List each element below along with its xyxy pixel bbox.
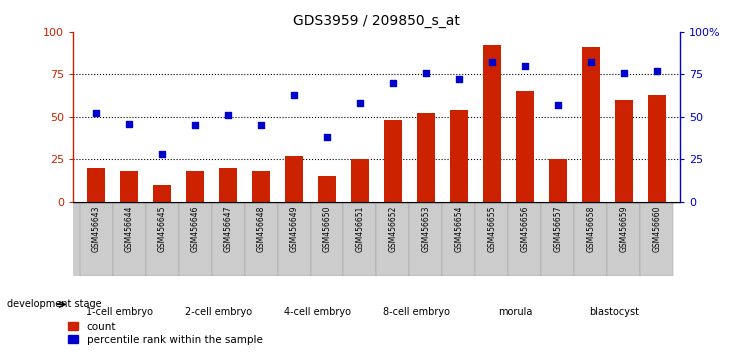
- Text: 8-cell embryo: 8-cell embryo: [382, 307, 450, 316]
- Text: GSM456645: GSM456645: [158, 205, 167, 252]
- Text: morula: morula: [498, 307, 532, 316]
- Bar: [442, 202, 475, 276]
- Bar: [475, 202, 508, 276]
- Text: blastocyst: blastocyst: [589, 307, 639, 316]
- Text: 2-cell embryo: 2-cell embryo: [185, 307, 251, 316]
- Bar: [145, 202, 178, 276]
- Bar: [245, 202, 278, 276]
- Point: [552, 102, 564, 108]
- Bar: [508, 202, 542, 276]
- Text: GSM456644: GSM456644: [125, 205, 134, 252]
- Text: GSM456650: GSM456650: [322, 205, 331, 252]
- Bar: [318, 176, 336, 202]
- Bar: [409, 202, 442, 276]
- Text: GSM456653: GSM456653: [422, 205, 431, 252]
- Text: GSM456651: GSM456651: [355, 205, 365, 252]
- Text: GSM456658: GSM456658: [586, 205, 595, 252]
- Bar: [384, 120, 402, 202]
- Bar: [211, 202, 245, 276]
- Bar: [376, 202, 409, 276]
- Text: 4-cell embryo: 4-cell embryo: [284, 307, 351, 316]
- Point: [651, 68, 662, 74]
- Bar: [640, 202, 673, 276]
- Bar: [549, 159, 567, 202]
- Point: [519, 63, 531, 69]
- Point: [420, 70, 432, 75]
- Point: [486, 59, 498, 65]
- Bar: [278, 202, 311, 276]
- Point: [222, 112, 234, 118]
- Bar: [285, 156, 303, 202]
- Text: GSM456648: GSM456648: [257, 205, 265, 252]
- Text: GSM456660: GSM456660: [652, 205, 662, 252]
- Text: GSM456659: GSM456659: [619, 205, 628, 252]
- Bar: [344, 202, 376, 276]
- Bar: [113, 202, 145, 276]
- Point: [189, 122, 201, 128]
- Point: [321, 135, 333, 140]
- Bar: [615, 100, 633, 202]
- Bar: [153, 185, 171, 202]
- Text: development stage: development stage: [7, 299, 102, 309]
- Bar: [219, 168, 237, 202]
- Point: [156, 152, 168, 157]
- Point: [453, 76, 465, 82]
- Bar: [450, 110, 468, 202]
- Bar: [311, 202, 344, 276]
- Bar: [607, 202, 640, 276]
- Legend: count, percentile rank within the sample: count, percentile rank within the sample: [64, 317, 267, 349]
- Bar: [178, 202, 211, 276]
- Text: GSM456646: GSM456646: [191, 205, 200, 252]
- Bar: [120, 171, 138, 202]
- Text: GSM456649: GSM456649: [289, 205, 298, 252]
- Bar: [575, 202, 607, 276]
- Point: [91, 110, 102, 116]
- Bar: [252, 171, 270, 202]
- Text: GSM456643: GSM456643: [91, 205, 101, 252]
- Point: [618, 70, 629, 75]
- Text: GSM456657: GSM456657: [553, 205, 562, 252]
- Bar: [516, 91, 534, 202]
- Bar: [351, 159, 369, 202]
- Text: 1-cell embryo: 1-cell embryo: [86, 307, 153, 316]
- Text: GSM456654: GSM456654: [455, 205, 463, 252]
- Point: [387, 80, 399, 86]
- Point: [255, 122, 267, 128]
- Text: GSM456655: GSM456655: [488, 205, 496, 252]
- Bar: [542, 202, 575, 276]
- Text: GSM456656: GSM456656: [520, 205, 529, 252]
- Bar: [482, 45, 501, 202]
- Bar: [582, 47, 600, 202]
- Point: [288, 92, 300, 98]
- Bar: [87, 168, 105, 202]
- Point: [585, 59, 596, 65]
- Bar: [648, 95, 666, 202]
- Title: GDS3959 / 209850_s_at: GDS3959 / 209850_s_at: [293, 14, 460, 28]
- Point: [354, 101, 366, 106]
- Text: GSM456647: GSM456647: [224, 205, 232, 252]
- Point: [124, 121, 135, 126]
- Bar: [417, 113, 435, 202]
- Bar: [186, 171, 204, 202]
- Bar: [80, 202, 113, 276]
- Text: GSM456652: GSM456652: [388, 205, 398, 252]
